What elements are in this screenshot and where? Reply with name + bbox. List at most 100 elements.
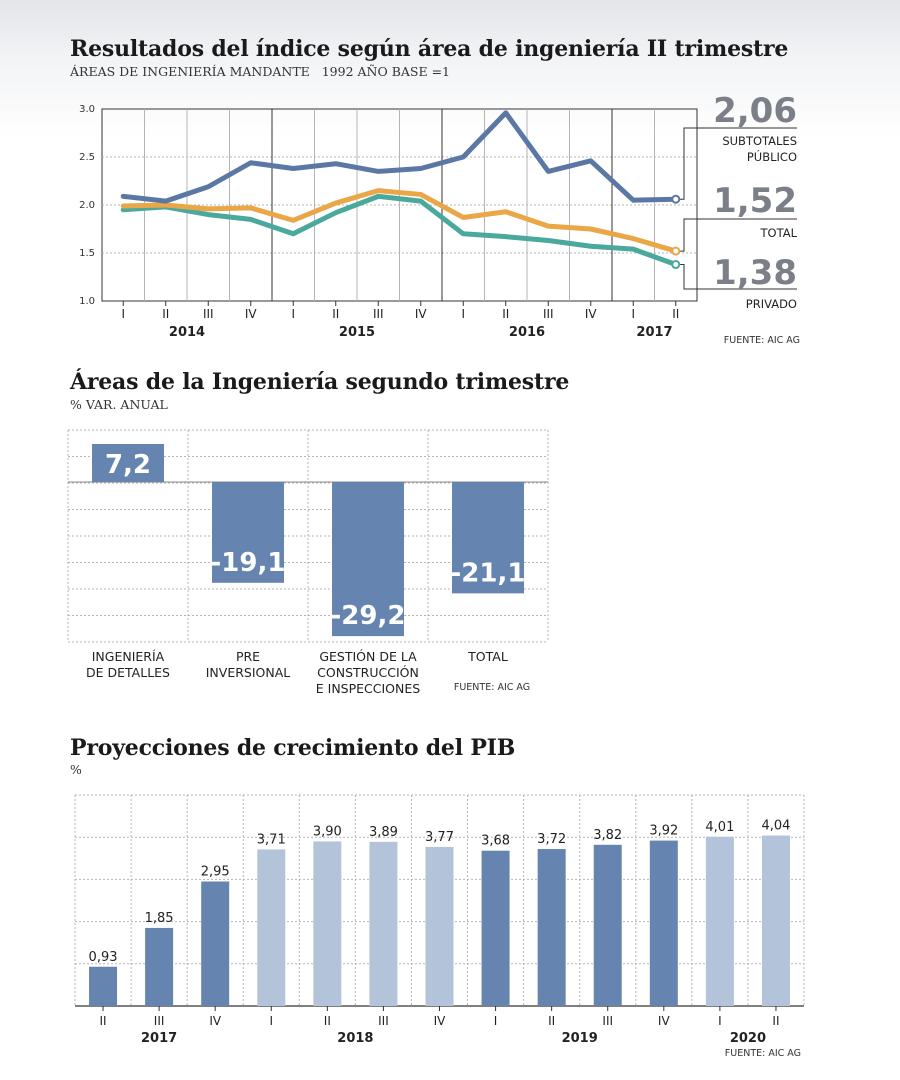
chart2-value-label: -21,1 — [451, 558, 526, 588]
chart3-bar — [481, 850, 510, 1006]
chart3-quarter-label: I — [718, 1014, 722, 1028]
chart3-value-label: 3,77 — [425, 830, 454, 845]
chart3-value-label: 3,72 — [537, 832, 566, 847]
chart3-value-label: 3,71 — [257, 832, 286, 847]
chart3-quarter-label: II — [548, 1014, 555, 1028]
chart1-quarter-label: IV — [585, 307, 598, 321]
chart1-subtitle: ÁREAS DE INGENIERÍA MANDANTE 1992 AÑO BA… — [70, 64, 450, 79]
chart3-bar — [705, 836, 734, 1006]
chart3-quarter-label: II — [99, 1014, 106, 1028]
chart3-quarter-label: II — [772, 1014, 779, 1028]
chart3-quarter-label: IV — [434, 1014, 447, 1028]
chart3-bar — [89, 966, 118, 1006]
chart1-year-label: 2017 — [636, 325, 672, 340]
chart2-value-label: 7,2 — [105, 450, 151, 480]
chart3-value-label: 1,85 — [145, 911, 174, 926]
chart1-quarter-label: IV — [245, 307, 258, 321]
chart3-value-label: 4,01 — [705, 820, 734, 835]
chart2-category-label: INGENIERÍA — [92, 649, 165, 664]
chart3-year-label: 2020 — [730, 1031, 766, 1046]
chart2-category-label: PRE — [236, 649, 260, 664]
chart1-year-label: 2016 — [509, 325, 545, 340]
chart1-ytick: 1.5 — [79, 248, 95, 259]
chart1-end-value: 1,52 — [713, 181, 797, 221]
chart2-bar — [92, 444, 164, 482]
chart3-bar — [257, 849, 286, 1006]
chart1-quarter-label: II — [502, 307, 509, 321]
chart3-year-label: 2017 — [141, 1031, 177, 1046]
chart2-title: Áreas de la Ingeniería segundo trimestre — [70, 369, 570, 395]
chart3-bar — [649, 840, 678, 1006]
chart3-bar — [313, 841, 342, 1006]
chart1-ytick: 2.0 — [79, 200, 95, 211]
chart3-year-label: 2019 — [562, 1031, 598, 1046]
chart3-bar — [593, 844, 622, 1006]
chart1-end-marker — [671, 260, 681, 270]
chart2-category-label: E INSPECCIONES — [316, 681, 421, 696]
chart1-quarter-label: III — [373, 307, 384, 321]
chart1-quarter-label: III — [203, 307, 214, 321]
chart1-quarter-label: IV — [415, 307, 428, 321]
chart1-series-name: PÚBLICO — [747, 149, 797, 164]
chart1-end-value: 1,38 — [713, 253, 797, 293]
chart3-quarter-label: III — [602, 1014, 613, 1028]
chart2-category-label: INVERSIONAL — [206, 665, 291, 680]
chart1-quarter-label: I — [631, 307, 635, 321]
chart1-series-name: SUBTOTALES — [722, 134, 797, 148]
chart1-quarter-label: I — [461, 307, 465, 321]
chart2-bar — [452, 482, 524, 594]
chart1-end-value: 2,06 — [713, 91, 797, 131]
chart3-value-label: 3,92 — [649, 824, 678, 839]
chart3-quarter-label: II — [324, 1014, 331, 1028]
chart2-category-label: GESTIÓN DE LA — [319, 649, 417, 664]
chart2-category-label: CONSTRUCCIÓN — [317, 665, 419, 680]
chart1-subtitle-base: 1992 AÑO BASE =1 — [321, 64, 450, 79]
chart3-quarter-label: IV — [209, 1014, 222, 1028]
chart3-subtitle: % — [70, 762, 82, 777]
chart2-value-label: -29,2 — [331, 601, 406, 631]
chart3-bar — [201, 881, 230, 1006]
chart1-series-name: TOTAL — [760, 226, 798, 240]
chart2-category-label: DE DETALLES — [86, 665, 170, 680]
chart1-ytick: 1.0 — [79, 296, 95, 307]
chart1-subtitle-main: ÁREAS DE INGENIERÍA MANDANTE — [70, 64, 310, 79]
chart3-value-label: 2,95 — [201, 865, 230, 880]
chart3-source: FUENTE: AIC AG — [725, 1048, 801, 1059]
chart1-quarter-label: II — [332, 307, 339, 321]
chart3-value-label: 0,93 — [89, 950, 118, 965]
chart1-year-label: 2015 — [339, 325, 375, 340]
chart3-title: Proyecciones de crecimiento del PIB — [70, 735, 516, 761]
chart1-source: FUENTE: AIC AG — [724, 335, 800, 346]
chart3-quarter-label: IV — [658, 1014, 671, 1028]
chart3-quarter-label: III — [378, 1014, 389, 1028]
chart2-bar — [332, 482, 404, 637]
chart2-value-label: -19,1 — [211, 548, 286, 578]
chart3-bar — [145, 927, 174, 1006]
chart1-quarter-label: I — [291, 307, 295, 321]
chart3-value-label: 3,89 — [369, 825, 398, 840]
chart1-series-line — [120, 110, 679, 204]
chart1-quarter-label: II — [162, 307, 169, 321]
chart1-quarter-label: I — [121, 307, 125, 321]
chart3-bar — [425, 846, 454, 1006]
chart2-source: FUENTE: AIC AG — [454, 682, 530, 693]
chart1-series-line — [120, 193, 679, 268]
chart3-value-label: 3,68 — [481, 834, 510, 849]
chart3-bar — [761, 835, 790, 1006]
chart3-quarter-label: I — [269, 1014, 273, 1028]
chart2-subtitle: % VAR. ANUAL — [70, 397, 168, 412]
chart3-value-label: 4,04 — [761, 819, 790, 834]
chart1-end-marker — [671, 246, 681, 256]
chart1-series-name: PRIVADO — [746, 297, 797, 311]
chart1-title: Resultados del índice según área de inge… — [70, 36, 789, 62]
chart2-category-label: TOTAL — [467, 649, 508, 664]
chart3-bar — [537, 849, 566, 1006]
chart1-end-marker — [671, 194, 681, 204]
chart3-bar — [369, 841, 398, 1006]
chart3-value-label: 3,90 — [313, 824, 342, 839]
chart3-year-label: 2018 — [337, 1031, 373, 1046]
chart1-year-label: 2014 — [169, 325, 205, 340]
chart3-quarter-label: I — [494, 1014, 498, 1028]
